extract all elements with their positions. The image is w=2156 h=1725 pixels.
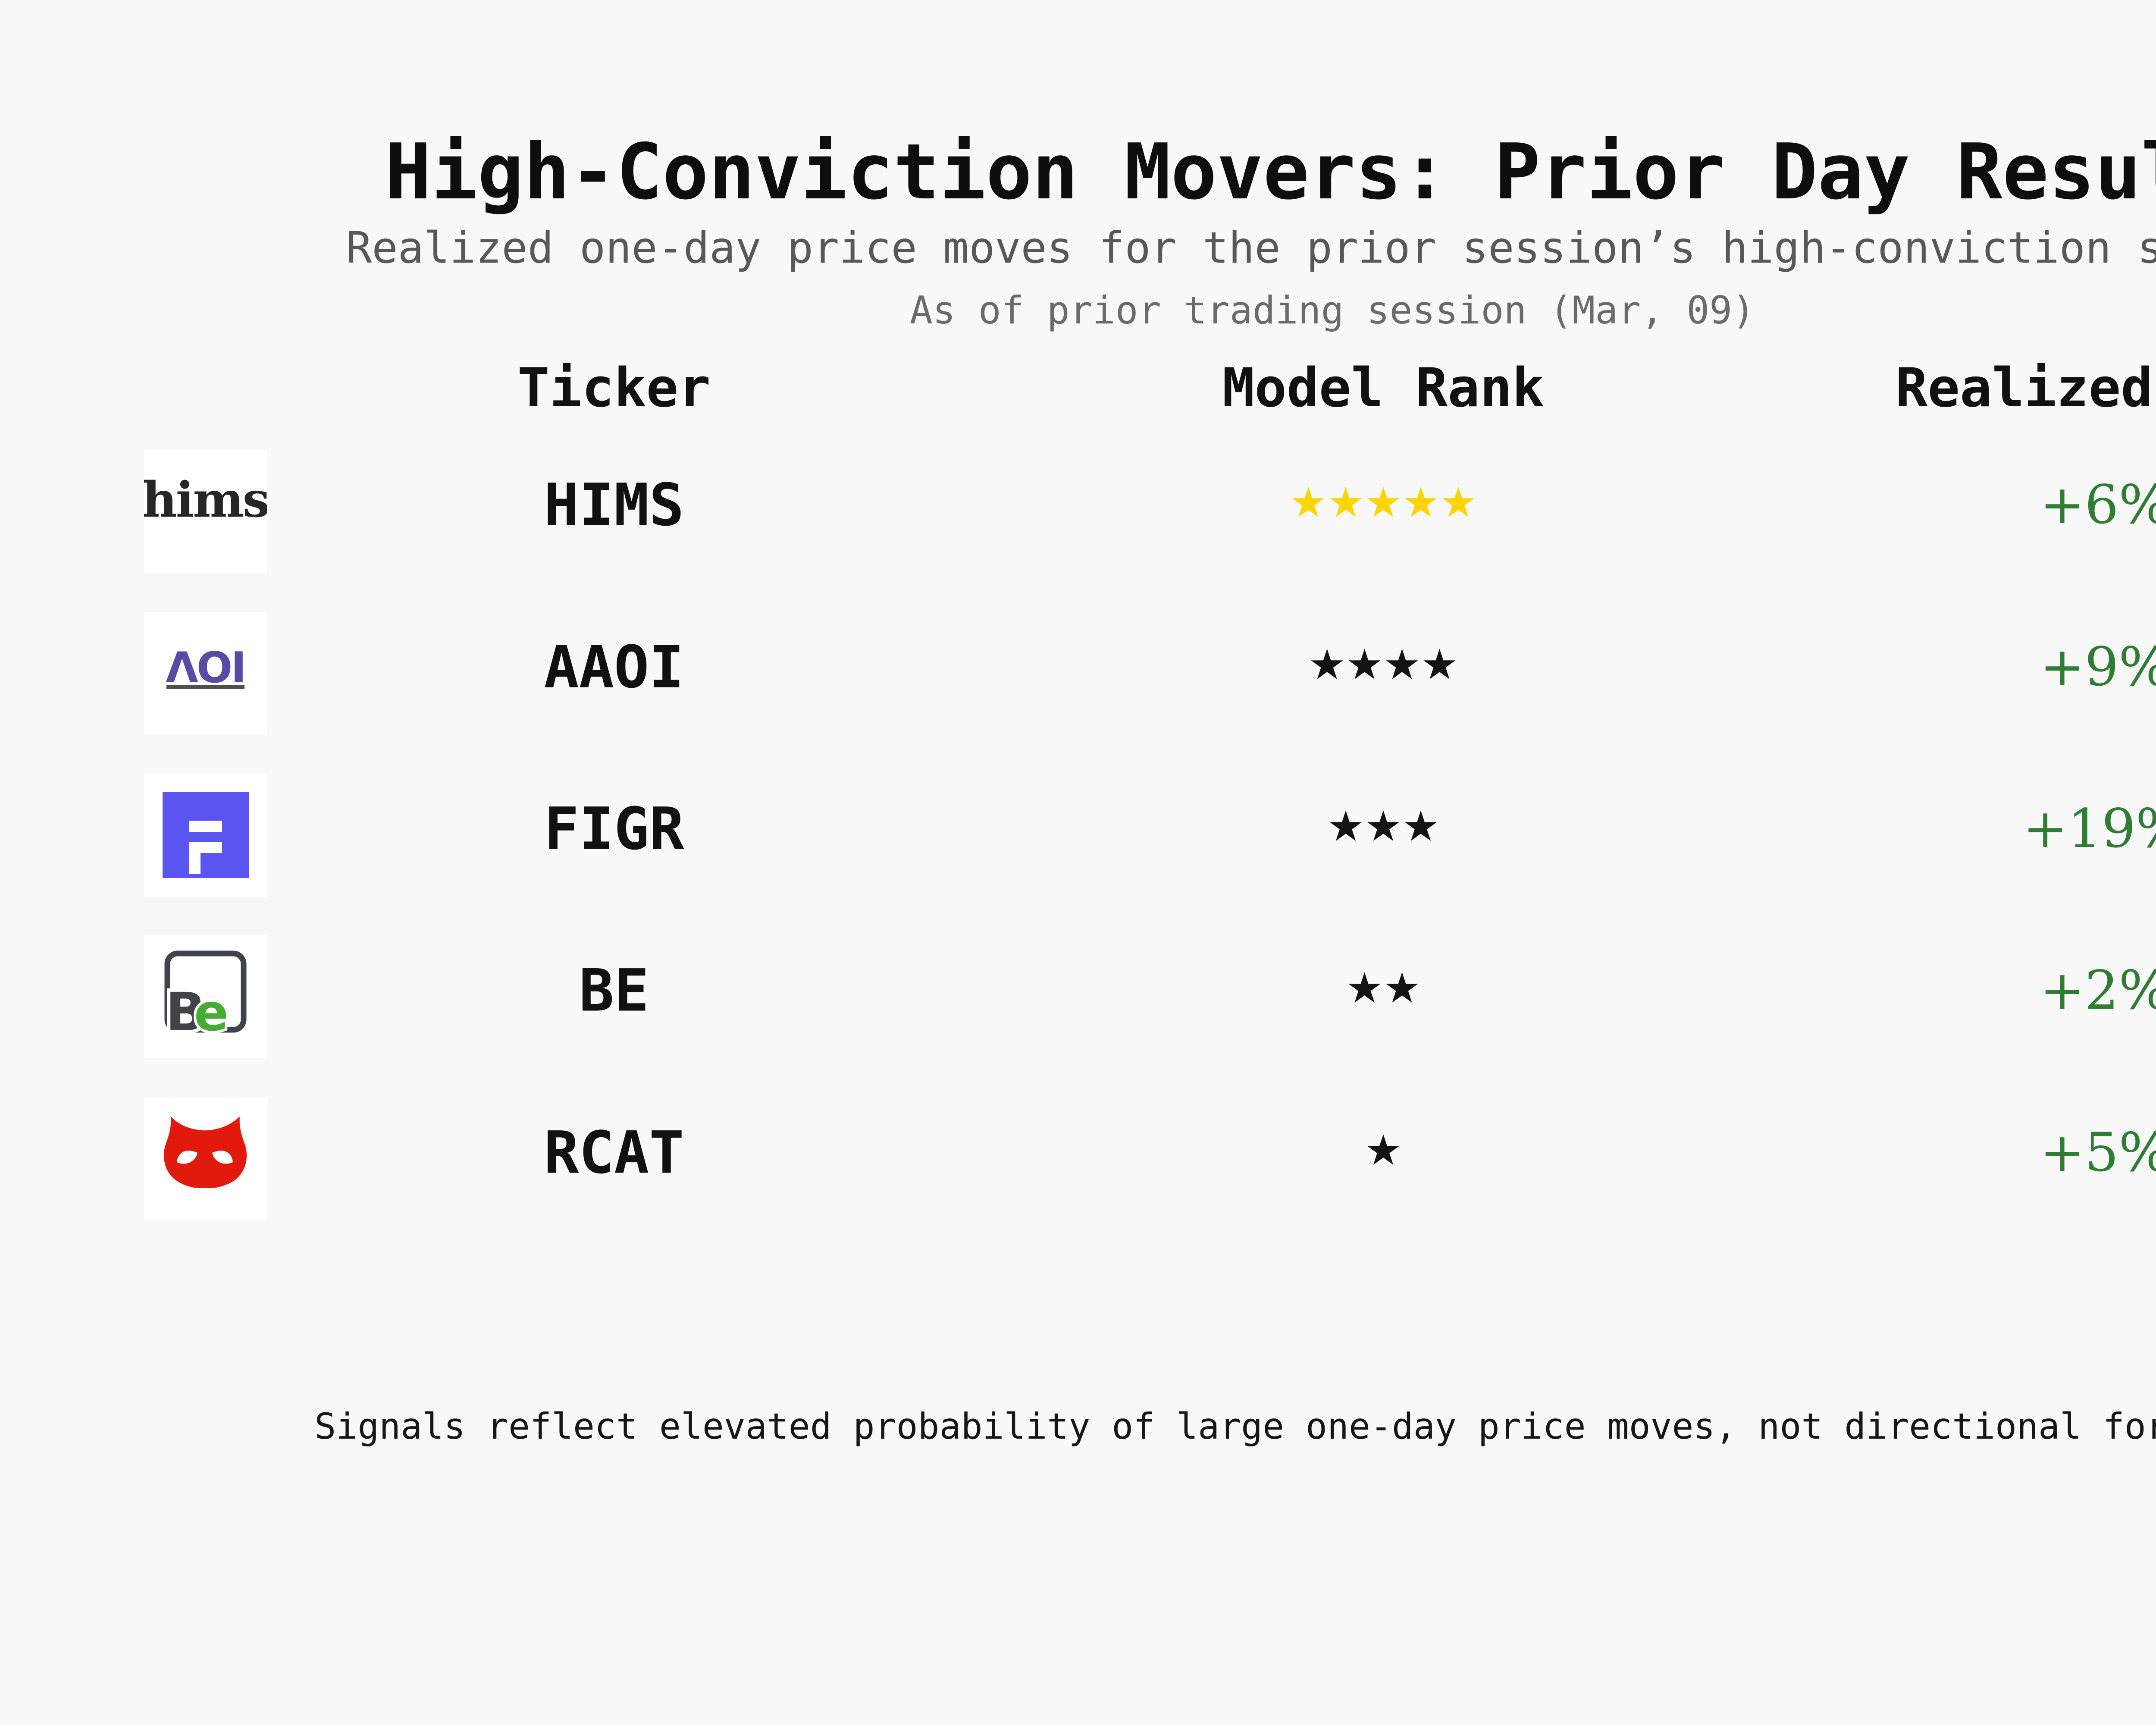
ticker-label: BE (579, 957, 649, 1025)
be-logo: B e (144, 935, 267, 1058)
star-rating: ★★★★★ (1289, 478, 1477, 527)
star-rating: ★ (1364, 1126, 1402, 1175)
figr-logo-f-body (189, 842, 222, 874)
table-row: ΛOI AAOI ★★★★ +9% (0, 602, 2156, 735)
figr-logo-f-top-bar (189, 821, 222, 832)
aaoi-logo: ΛOI (144, 612, 267, 735)
ticker-label: AAOI (544, 633, 684, 701)
aaoi-logo-underline (166, 685, 244, 689)
as-of-note: As of prior trading session (Mar, 09) (909, 288, 1755, 332)
ticker-label: RCAT (544, 1119, 684, 1187)
realized-move: +6% (2040, 474, 2156, 536)
ticker-label: FIGR (544, 795, 684, 863)
hims-logo-text: hims (144, 472, 267, 528)
aaoi-logo-text: ΛOI (166, 643, 245, 693)
be-logo-b: B (166, 982, 206, 1043)
aaoi-logo-icon: ΛOI (166, 643, 247, 693)
be-logo-frame (164, 950, 247, 1033)
rcat-logo (144, 1098, 267, 1220)
rcat-right-eye (212, 1151, 233, 1164)
realized-move: +19% (2023, 798, 2156, 860)
rcat-left-eye (177, 1151, 197, 1164)
hims-logo-icon: hims (144, 472, 267, 528)
figr-logo (144, 774, 267, 897)
hims-logo: hims (144, 450, 267, 573)
be-logo-e: e (194, 983, 229, 1042)
column-header-realized-move: Realized Move (1895, 357, 2156, 419)
realized-move: +5% (2040, 1122, 2156, 1184)
page-title: High-Conviction Movers: Prior Day Result… (385, 127, 2156, 216)
table-row: RCAT ★ +5% (0, 1088, 2156, 1220)
table-row: B e BE ★★ +2% (0, 926, 2156, 1058)
disclaimer-note: Signals reflect elevated probability of … (314, 1405, 2156, 1447)
realized-move: +2% (2040, 960, 2156, 1022)
star-rating: ★★ (1346, 963, 1421, 1013)
figr-logo-square (163, 792, 249, 878)
ticker-label: HIMS (544, 471, 684, 539)
table-row: hims HIMS ★★★★★ +6% (0, 440, 2156, 573)
rcat-logo-icon (163, 1117, 247, 1188)
table-row: FIGR ★★★ +19% (0, 764, 2156, 897)
realized-move: +9% (2040, 636, 2156, 698)
column-header-model-rank: Model Rank (1222, 357, 1545, 419)
be-logo-icon: B e (162, 950, 247, 1046)
figr-logo-icon (163, 792, 249, 878)
rcat-cat-face (163, 1117, 247, 1188)
column-header-ticker: Ticker (517, 357, 711, 419)
star-rating: ★★★ (1327, 802, 1440, 851)
star-rating: ★★★★ (1308, 640, 1458, 689)
page-subtitle: Realized one-day price moves for the pri… (346, 223, 2156, 273)
